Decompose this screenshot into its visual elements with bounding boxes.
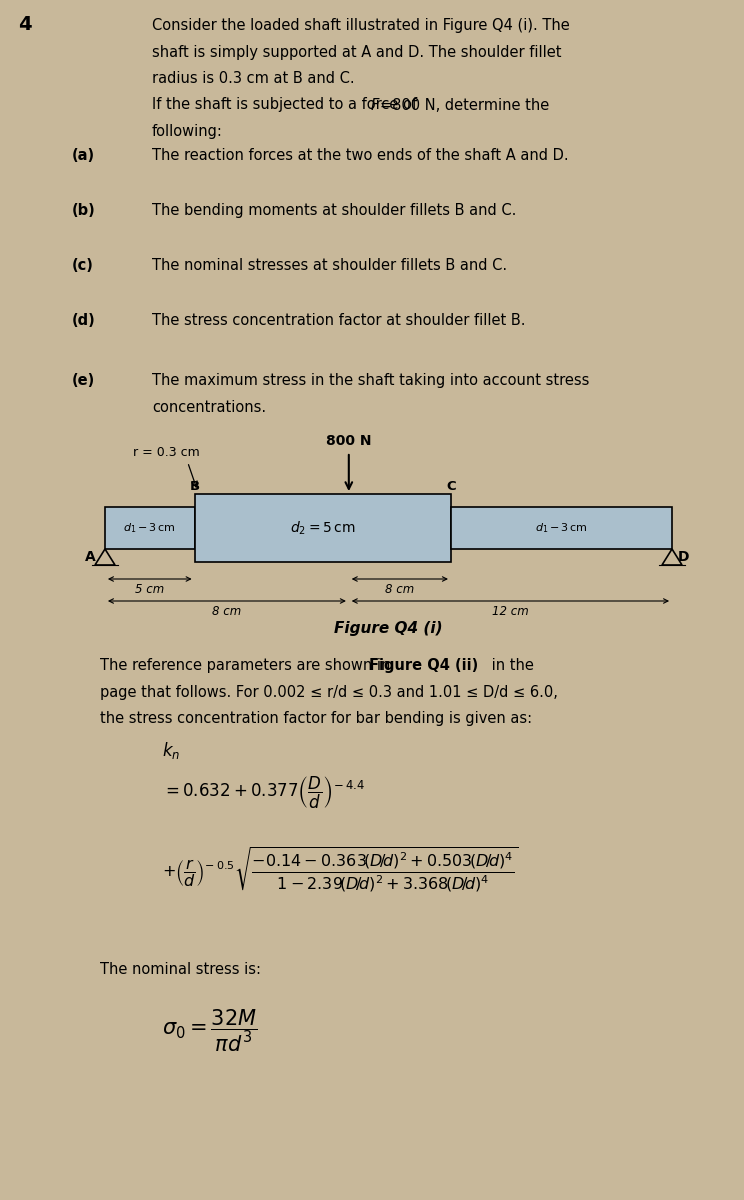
Text: 800 N: 800 N	[326, 434, 371, 448]
Text: $k_n$: $k_n$	[162, 740, 180, 761]
Text: radius is 0.3 cm at B and C.: radius is 0.3 cm at B and C.	[152, 71, 355, 86]
Text: Consider the loaded shaft illustrated in Figure Q4 (i). The: Consider the loaded shaft illustrated in…	[152, 18, 570, 32]
Text: (a): (a)	[72, 148, 95, 163]
Text: page that follows. For 0.002 ≤ r/d ≤ 0.3 and 1.01 ≤ D/d ≤ 6.0,: page that follows. For 0.002 ≤ r/d ≤ 0.3…	[100, 684, 558, 700]
Text: A: A	[86, 550, 96, 564]
Bar	[451, 506, 672, 550]
Text: 5 cm: 5 cm	[135, 583, 164, 596]
Text: $d_1 - 3\,\mathrm{cm}$: $d_1 - 3\,\mathrm{cm}$	[124, 521, 176, 535]
Text: (b): (b)	[72, 203, 96, 218]
Text: The nominal stresses at shoulder fillets B and C.: The nominal stresses at shoulder fillets…	[152, 258, 507, 272]
Bar	[105, 506, 195, 550]
Text: Figure Q4 (i): Figure Q4 (i)	[334, 622, 443, 636]
Text: The nominal stress is:: The nominal stress is:	[100, 962, 261, 977]
Text: $d_2 = 5\,\mathrm{cm}$: $d_2 = 5\,\mathrm{cm}$	[290, 520, 356, 536]
Text: The stress concentration factor at shoulder fillet B.: The stress concentration factor at shoul…	[152, 313, 525, 328]
Text: following:: following:	[152, 124, 223, 139]
Text: $= 0.632 + 0.377\left(\dfrac{D}{d}\right)^{\!-4.4}$: $= 0.632 + 0.377\left(\dfrac{D}{d}\right…	[162, 775, 365, 811]
Text: If the shaft is subjected to a force of: If the shaft is subjected to a force of	[152, 97, 422, 113]
Text: The bending moments at shoulder fillets B and C.: The bending moments at shoulder fillets …	[152, 203, 516, 218]
Text: 8 cm: 8 cm	[385, 583, 414, 596]
Text: D: D	[678, 550, 690, 564]
Text: (c): (c)	[72, 258, 94, 272]
Text: r = 0.3 cm: r = 0.3 cm	[132, 446, 199, 460]
Text: Figure Q4 (ii): Figure Q4 (ii)	[370, 658, 478, 673]
Text: (d): (d)	[72, 313, 96, 328]
Text: C: C	[446, 480, 455, 493]
Text: $+\left(\dfrac{r}{d}\right)^{\!-0.5}\sqrt{\dfrac{-0.14 - 0.363\!\left(D\!/\!d\ri: $+\left(\dfrac{r}{d}\right)^{\!-0.5}\sqr…	[162, 845, 519, 894]
Text: The reaction forces at the two ends of the shaft A and D.: The reaction forces at the two ends of t…	[152, 148, 568, 163]
Text: The maximum stress in the shaft taking into account stress: The maximum stress in the shaft taking i…	[152, 373, 589, 388]
Text: $\sigma_0 = \dfrac{32M}{\pi d^3}$: $\sigma_0 = \dfrac{32M}{\pi d^3}$	[162, 1008, 257, 1054]
Text: 8 cm: 8 cm	[212, 605, 242, 618]
Text: The reference parameters are shown in: The reference parameters are shown in	[100, 658, 395, 673]
Text: 4: 4	[18, 14, 32, 34]
Text: $d_1 - 3\,\mathrm{cm}$: $d_1 - 3\,\mathrm{cm}$	[535, 521, 588, 535]
Text: the stress concentration factor for bar bending is given as:: the stress concentration factor for bar …	[100, 710, 532, 726]
Text: 12 cm: 12 cm	[492, 605, 529, 618]
Text: B: B	[190, 480, 199, 493]
Text: in the: in the	[487, 658, 534, 673]
Bar	[195, 494, 451, 562]
Text: concentrations.: concentrations.	[152, 400, 266, 414]
Text: $F$: $F$	[371, 97, 381, 114]
Text: =800 N, determine the: =800 N, determine the	[380, 97, 549, 113]
Text: shaft is simply supported at A and D. The shoulder fillet: shaft is simply supported at A and D. Th…	[152, 44, 562, 60]
Text: (e): (e)	[72, 373, 95, 388]
